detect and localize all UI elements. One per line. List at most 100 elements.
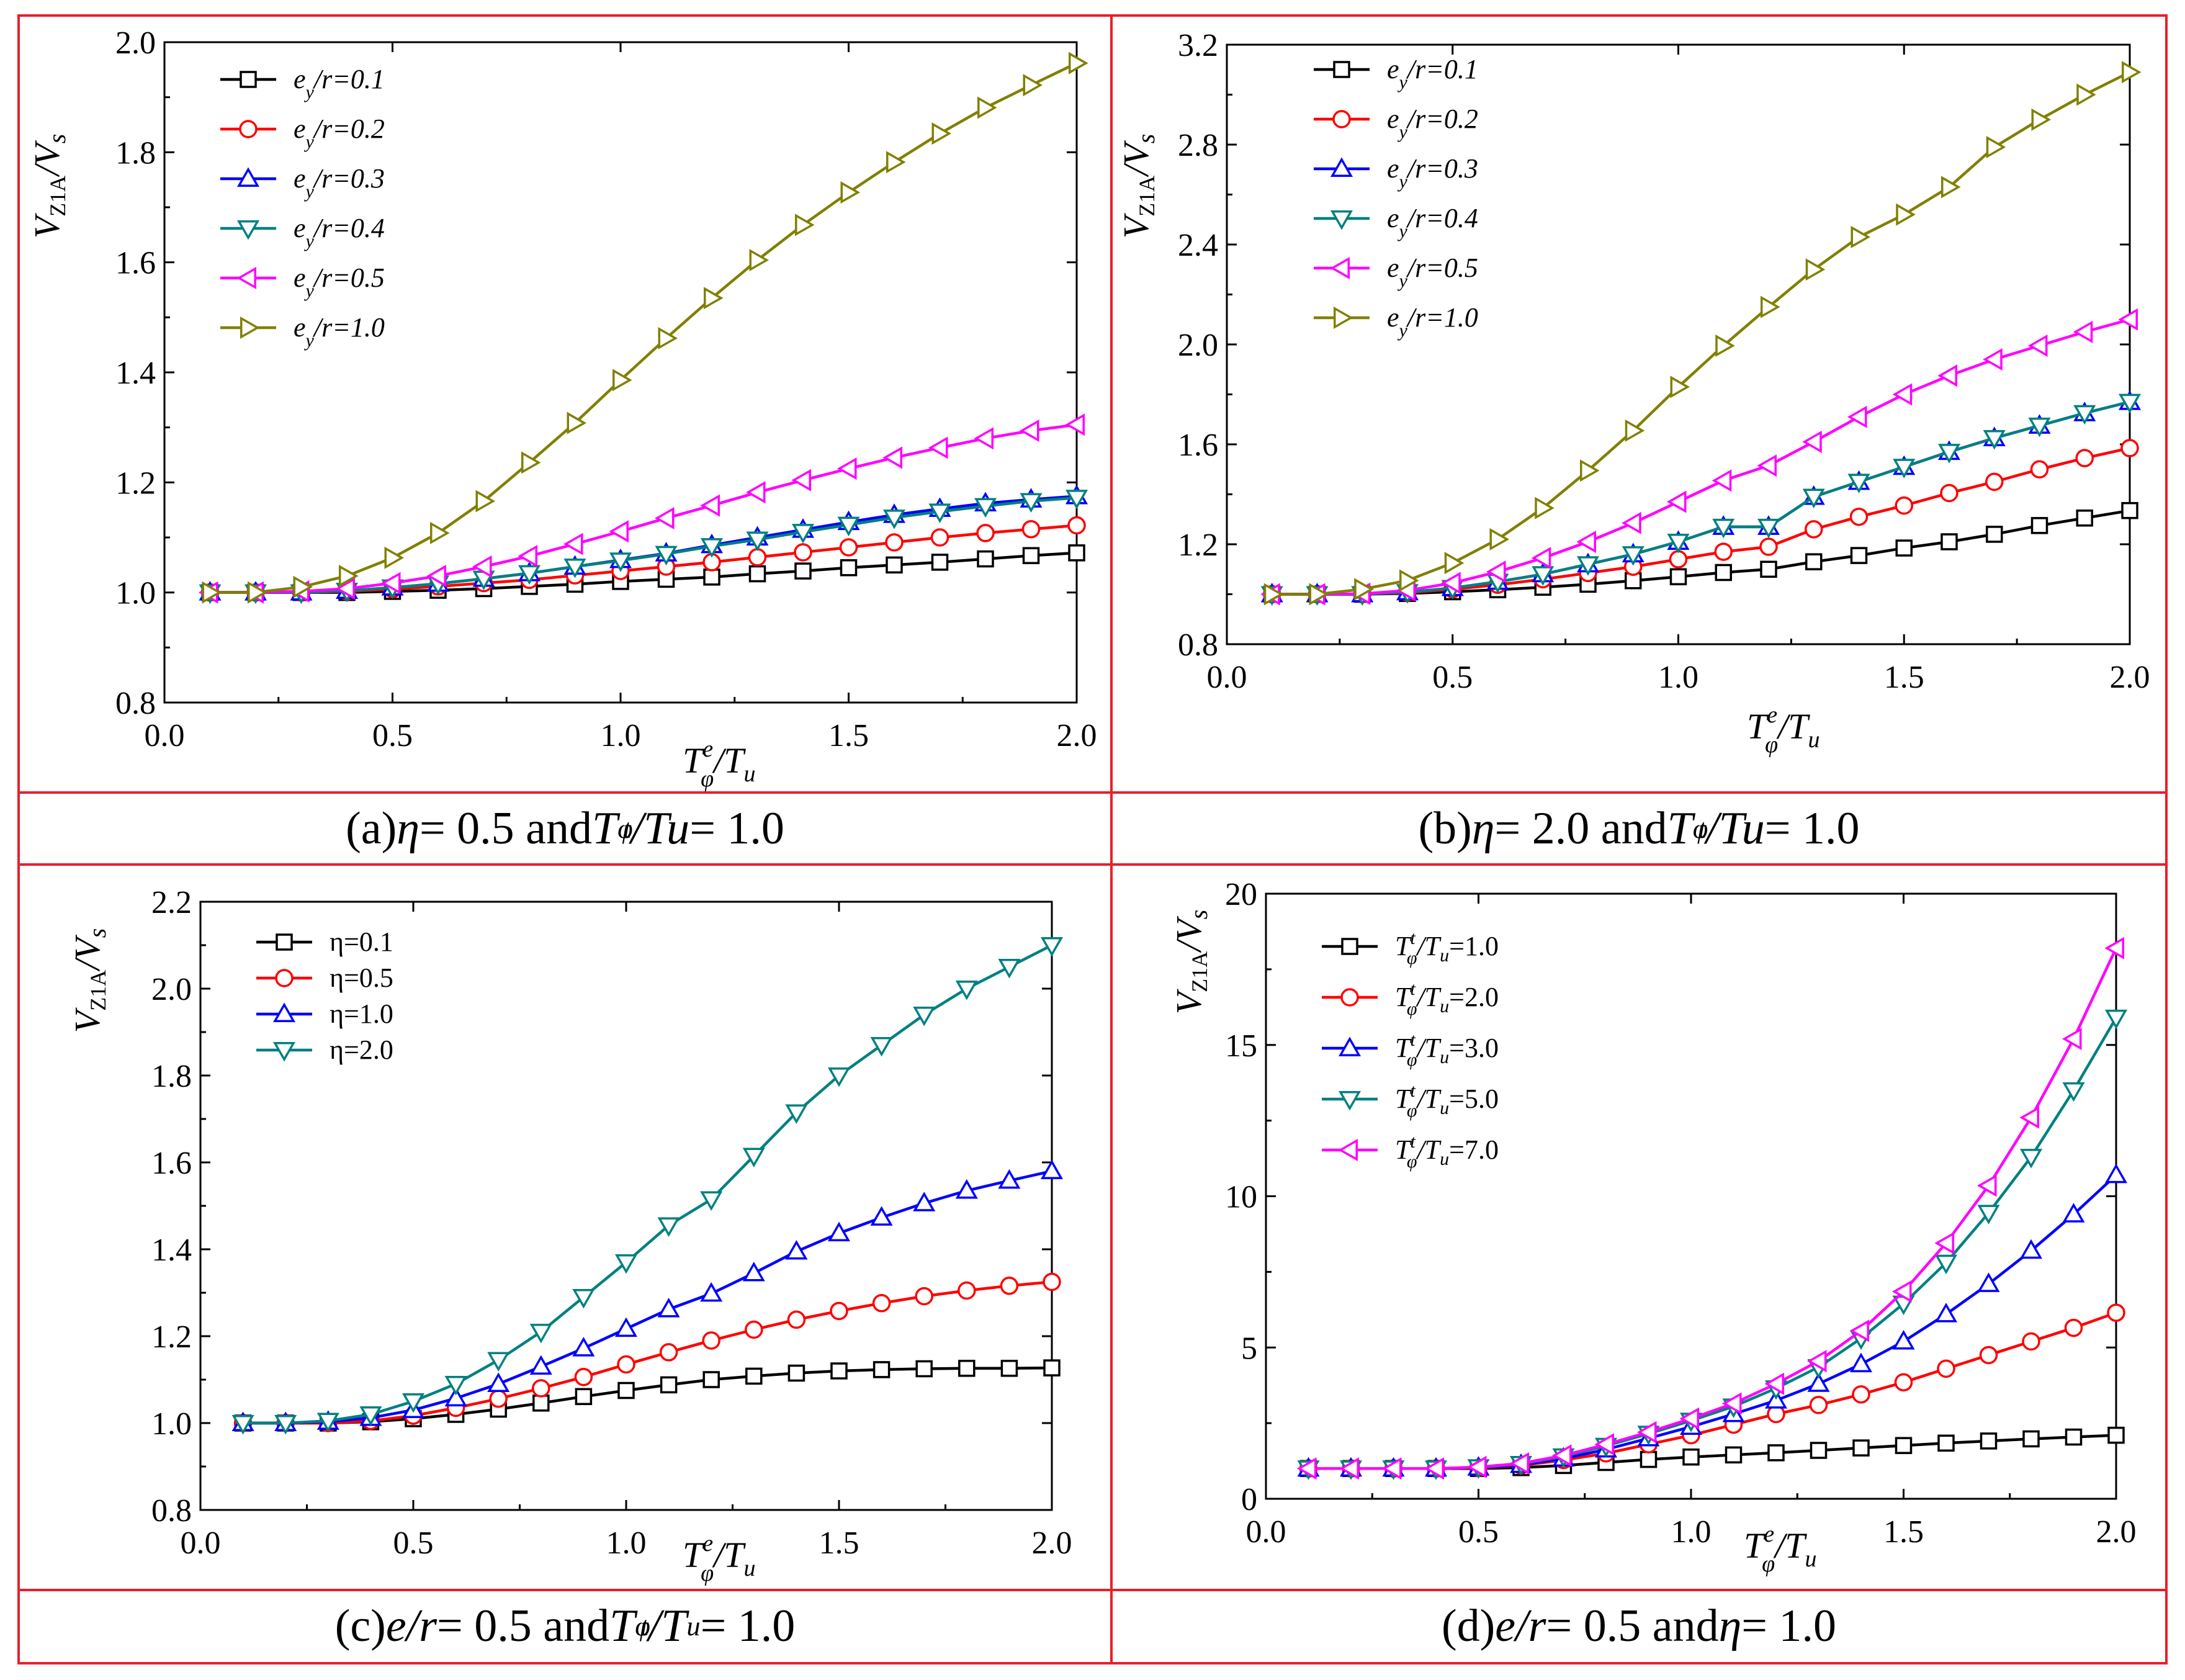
data-point <box>575 1388 593 1406</box>
legend-tail: =3.0 <box>1449 1033 1499 1063</box>
data-point <box>612 369 632 392</box>
data-point <box>1715 564 1732 582</box>
x-tick-label: 1.0 <box>1671 1514 1712 1550</box>
legend-var: e <box>294 263 306 293</box>
data-point <box>521 451 541 474</box>
legend-rest: /r=1.0 <box>1406 302 1478 333</box>
data-point <box>532 1395 550 1412</box>
caption-b-sup: t <box>1698 813 1707 844</box>
y-axis-label: VZ1A/Vs <box>67 928 111 1033</box>
caption-d: (d) e/r = 0.5 and η = 1.0 <box>1111 1590 2166 1662</box>
y-label-Vs: /V <box>27 140 67 177</box>
chart-panel-a: 0.0 0.5 1.0 1.5 2.0 0.8 1.0 1.2 1.4 1.6 1.8 2.0 VZ1A… <box>27 25 1097 792</box>
caption-a-sub: φ <box>617 813 633 844</box>
data-point <box>928 503 951 523</box>
data-point <box>913 1007 936 1026</box>
legend-var: T <box>1395 982 1412 1012</box>
data-point <box>1622 546 1644 566</box>
data-point <box>1941 176 1961 199</box>
legend-tail: =5.0 <box>1449 1084 1499 1114</box>
x-tick-label: 1.0 <box>606 1525 647 1561</box>
data-point <box>870 1206 893 1226</box>
legend-var: T <box>1395 1033 1412 1063</box>
data-point <box>1667 533 1690 554</box>
data-point <box>703 568 720 586</box>
data-point <box>359 1406 382 1426</box>
data-point <box>1849 1319 1869 1342</box>
data-point <box>1895 1437 1913 1454</box>
legend-text: η=0.1 <box>330 927 393 957</box>
data-point <box>2030 517 2048 534</box>
data-point <box>998 959 1021 979</box>
y-label-s: s <box>1185 910 1213 920</box>
data-point <box>2104 1009 2128 1030</box>
legend-label: η=1.0 <box>330 999 393 1029</box>
data-point <box>617 1381 635 1399</box>
data-point <box>316 1413 339 1433</box>
data-point <box>872 1294 891 1313</box>
y-tick-label: 1.8 <box>115 135 156 171</box>
panel-borders <box>17 14 2168 1664</box>
data-point <box>1934 1232 1954 1255</box>
caption-d-eq2: = 1.0 <box>1741 1600 1837 1651</box>
data-point <box>745 481 766 504</box>
data-point <box>1802 488 1825 509</box>
legend-sup: t <box>1410 928 1416 948</box>
y-tick-label: 2.8 <box>1178 128 1218 163</box>
data-point <box>335 577 355 600</box>
y-tick-label: 1.0 <box>151 1406 192 1442</box>
data-point <box>886 556 903 574</box>
data-point <box>1065 490 1088 510</box>
data-point <box>1000 1277 1019 1295</box>
legend-marker <box>239 120 258 138</box>
data-point <box>1069 52 1088 74</box>
legend-var: e <box>294 312 306 343</box>
data-point <box>2118 393 2142 414</box>
x-label-T: T <box>683 740 705 781</box>
caption-c-sup: t <box>640 1610 648 1642</box>
data-point <box>1894 1373 1913 1392</box>
legend-sub: y <box>1398 271 1408 291</box>
y-tick-label: 0.8 <box>151 1493 192 1529</box>
x-tick-label: 1.0 <box>1658 660 1698 695</box>
data-point <box>1263 583 1284 606</box>
data-point <box>574 1368 593 1386</box>
data-point <box>339 565 359 588</box>
data-point <box>974 498 997 518</box>
data-point <box>1594 1433 1614 1456</box>
data-point <box>1802 430 1822 453</box>
x-label-slash: /T <box>712 1535 746 1575</box>
data-point <box>1850 547 1868 564</box>
legend-var: e <box>294 114 306 144</box>
data-point <box>1937 444 1961 464</box>
data-point <box>609 552 632 572</box>
data-point <box>1760 560 1777 578</box>
data-point <box>2120 439 2139 457</box>
legend-var: T <box>1395 1134 1412 1165</box>
legend-sup: t <box>1410 979 1416 999</box>
data-point <box>1486 560 1506 583</box>
data-point <box>742 1261 765 1282</box>
data-point <box>2076 509 2093 527</box>
data-point <box>1489 528 1510 550</box>
legend-rest: /T <box>1415 1134 1442 1165</box>
y-label-s: s <box>83 928 111 938</box>
data-point <box>700 1282 723 1302</box>
y-tick-label: 1.2 <box>151 1319 192 1355</box>
data-point <box>1892 383 1913 406</box>
data-point <box>529 1324 552 1344</box>
chart-panel-b: 0.0 0.5 1.0 1.5 2.0 0.8 1.2 1.6 2.0 2.4 2.8 3.2 VZ1A… <box>1116 28 2150 758</box>
y-tick-label: 1.4 <box>151 1233 192 1268</box>
y-tick-label: 1.6 <box>1178 428 1218 463</box>
data-point <box>487 1372 510 1392</box>
data-point <box>2076 83 2096 106</box>
x-label-u: u <box>744 761 756 787</box>
legend-sub: y <box>304 281 315 301</box>
legend-sub: y <box>304 330 315 351</box>
data-point <box>913 1192 936 1211</box>
data-point <box>1895 496 1913 515</box>
y-label-s: s <box>1132 134 1160 144</box>
x-label-slash: /T <box>1773 1525 1807 1566</box>
data-point <box>873 1361 891 1378</box>
caption-a-eq1: = 0.5 and <box>419 802 593 854</box>
